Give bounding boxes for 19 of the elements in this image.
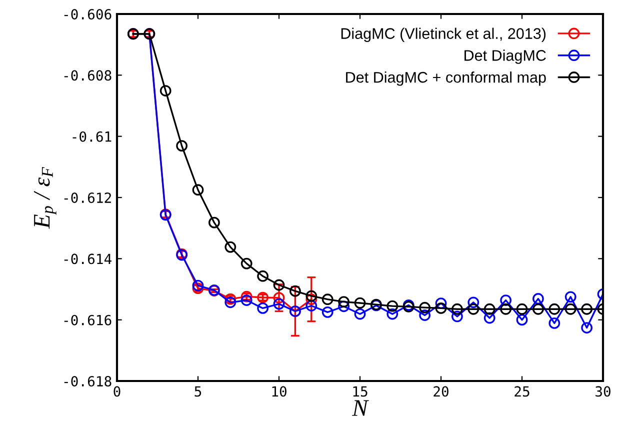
x-tick-label: 20 xyxy=(434,386,448,397)
x-tick-label: 30 xyxy=(596,386,610,397)
y-tick-label: -0.616 xyxy=(64,314,112,326)
y-tick-label: -0.612 xyxy=(64,192,111,204)
legend-label: DiagMC (Vlietinck et al., 2013) xyxy=(341,28,546,42)
y-tick-label: -0.608 xyxy=(64,70,112,81)
x-tick-label: 25 xyxy=(514,386,530,397)
x-tick-label: 0 xyxy=(114,386,120,397)
x-tick-label: 15 xyxy=(353,386,368,397)
x-tick-label: 5 xyxy=(194,386,202,397)
y-tick-label: -0.606 xyxy=(64,9,112,20)
x-tick-label: 10 xyxy=(272,386,286,397)
y-tick-label: -0.61 xyxy=(72,131,112,142)
y-tick-label: -0.614 xyxy=(64,254,112,264)
y-tick-label: -0.618 xyxy=(64,376,112,387)
legend-label: Det DiagMC + conformal map xyxy=(346,72,546,86)
y-axis-title: E$_{p}$ / ε$_{F}$ xyxy=(34,167,56,229)
x-axis-title: N xyxy=(352,400,369,416)
legend-label: Det DiagMC xyxy=(464,50,546,64)
